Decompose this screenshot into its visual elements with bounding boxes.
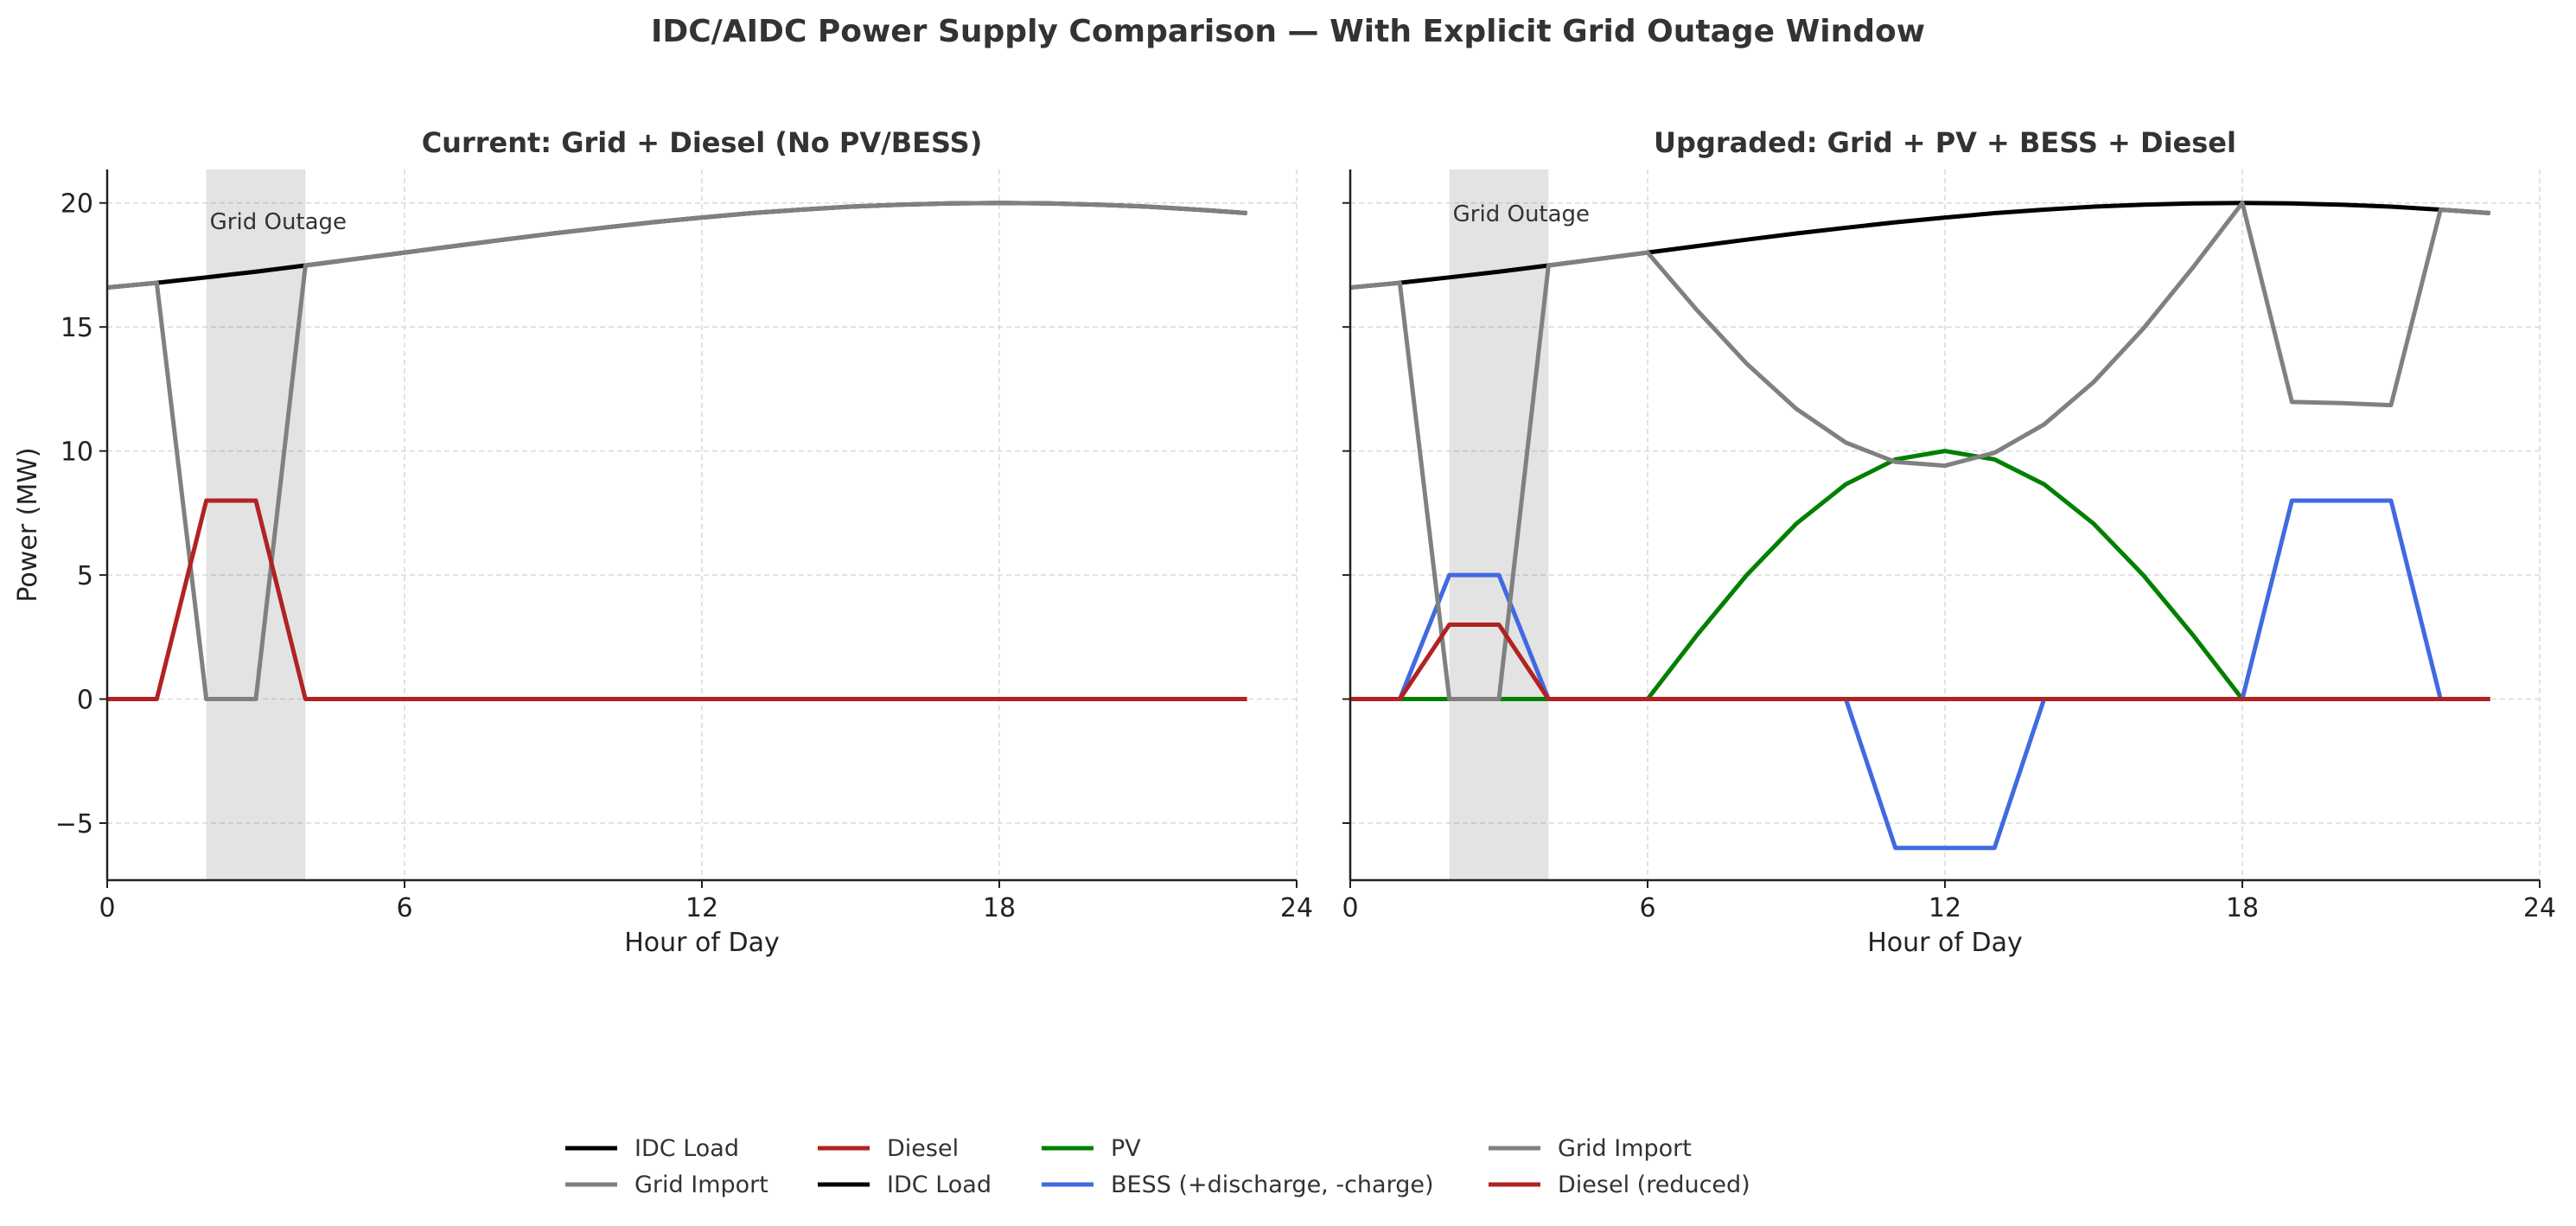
outage-label: Grid Outage: [210, 209, 347, 235]
x-tick-label: 6: [1639, 893, 1655, 923]
legend-item: IDC Load: [818, 1172, 992, 1198]
legend-label: Grid Import: [1558, 1135, 1692, 1162]
y-tick-label: 0: [77, 686, 93, 716]
outage-window: [1449, 169, 1549, 880]
series-line-bess-discharge-charge: [1350, 498, 2490, 851]
legend-item: IDC Load: [565, 1135, 739, 1162]
y-tick-label: 15: [61, 313, 93, 343]
x-tick-label: 0: [99, 893, 115, 923]
series-line-diesel: [107, 498, 1247, 702]
series-line-grid-import: [1349, 201, 2490, 702]
legend: IDC Load Grid Import Diesel IDC Load PV BESS …: [565, 1135, 1750, 1198]
subplot-title: Upgraded: Grid + PV + BESS + Diesel: [1654, 126, 2236, 159]
x-tick-label: 6: [396, 893, 412, 923]
legend-item: Grid Import: [565, 1172, 768, 1198]
x-axis-label: Hour of Day: [1867, 928, 2023, 958]
series-line-diesel-reduced: [1350, 622, 2490, 702]
legend-label: Diesel: [887, 1135, 959, 1162]
legend-item: Diesel (reduced): [1489, 1172, 1750, 1198]
y-tick-label: 5: [77, 561, 93, 591]
legend-label: BESS (+discharge, -charge): [1111, 1172, 1434, 1198]
x-tick-label: 12: [1929, 893, 1961, 923]
y-tick-label: 20: [61, 189, 93, 220]
series-line-grid-import: [106, 201, 1247, 702]
legend-label: PV: [1111, 1135, 1141, 1162]
series-line-idc-load: [1349, 201, 2490, 291]
legend-label: IDC Load: [634, 1135, 739, 1162]
legend-label: Diesel (reduced): [1558, 1172, 1750, 1198]
x-tick-label: 24: [2523, 893, 2556, 923]
outage-label: Grid Outage: [1453, 201, 1590, 227]
legend-label: Grid Import: [634, 1172, 768, 1198]
subplot-upgraded: Grid Outage 0 6 12 18 24 Upgraded: Grid + PV +…: [1342, 126, 2556, 958]
legend-item: Grid Import: [1489, 1135, 1692, 1162]
subplot-title: Current: Grid + Diesel (No PV/BESS): [422, 126, 983, 159]
legend-label: IDC Load: [887, 1172, 992, 1198]
subplot-current: Grid Outage 0 6 12 18 24 −5 0 5 10 15 20 Current: Gr…: [13, 126, 1313, 958]
x-tick-label: 18: [983, 893, 1016, 923]
legend-item: PV: [1042, 1135, 1141, 1162]
y-tick-label: −5: [55, 809, 93, 840]
y-tick-label: 10: [61, 437, 93, 468]
legend-item: Diesel: [818, 1135, 959, 1162]
x-tick-label: 24: [1280, 893, 1313, 923]
x-axis-label: Hour of Day: [624, 928, 780, 958]
outage-window: [206, 169, 306, 880]
legend-item: BESS (+discharge, -charge): [1042, 1172, 1434, 1198]
x-tick-label: 12: [685, 893, 718, 923]
x-tick-label: 18: [2226, 893, 2259, 923]
x-tick-label: 0: [1342, 893, 1358, 923]
y-axis-label: Power (MW): [13, 447, 43, 602]
figure-title: IDC/AIDC Power Supply Comparison — With …: [651, 14, 1925, 49]
